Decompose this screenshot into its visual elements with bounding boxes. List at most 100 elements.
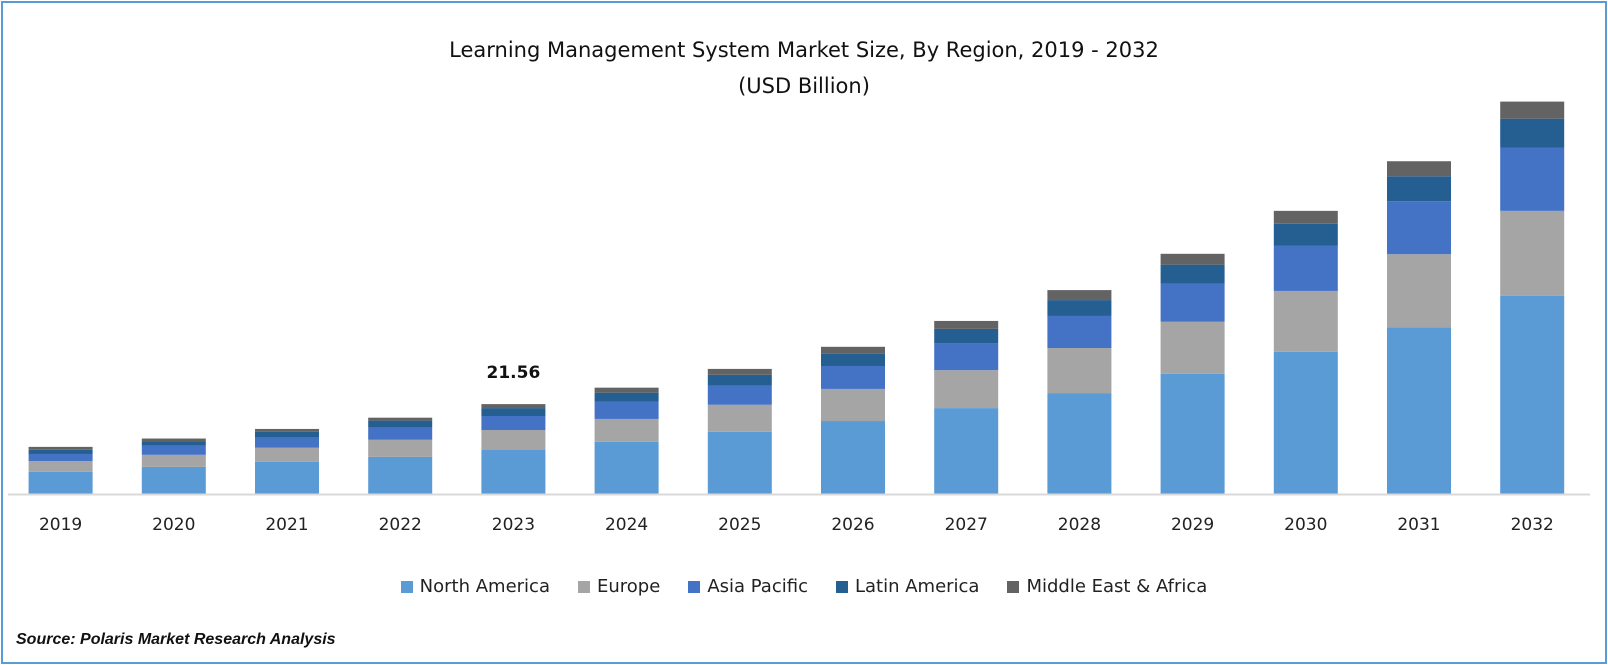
bar-middle-east-africa-2027: [934, 320, 999, 329]
bar-europe-2030: [1273, 290, 1338, 352]
bar-asia-pacific-2031: [1387, 201, 1451, 255]
legend-label: Middle East & Africa: [1026, 576, 1208, 597]
bar-middle-east-africa-2025: [707, 368, 772, 375]
bar-north-america-2029: [1160, 373, 1225, 494]
bar-europe-2022: [368, 439, 433, 457]
bar-asia-pacific-2026: [821, 365, 885, 389]
x-tick-label: 2020: [152, 515, 195, 535]
bar-europe-2020: [141, 454, 206, 467]
bar-north-america-2022: [368, 456, 433, 494]
x-tick-label: 2024: [605, 515, 648, 535]
bar-europe-2028: [1047, 348, 1112, 394]
bar-middle-east-africa-2028: [1047, 290, 1112, 301]
bar-north-america-2024: [594, 441, 659, 494]
bar-asia-pacific-2020: [141, 445, 206, 455]
x-tick-label: 2030: [1284, 515, 1327, 535]
legend-swatch: [400, 580, 413, 593]
bar-middle-east-africa-2020: [141, 438, 206, 442]
legend: North America Europe Asia Pacific Latin Ame…: [0, 576, 1608, 597]
bar-north-america-2020: [141, 466, 206, 494]
bar-latin-america-2027: [934, 328, 999, 344]
bar-asia-pacific-2024: [594, 401, 659, 419]
bar-north-america-2025: [707, 431, 772, 494]
bar-latin-america-2026: [821, 353, 885, 366]
legend-item: Asia Pacific: [688, 576, 808, 597]
bar-europe-2032: [1500, 210, 1565, 296]
legend-swatch: [688, 580, 701, 593]
bar-latin-america-2025: [707, 374, 772, 386]
bar-latin-america-2028: [1047, 300, 1112, 316]
x-tick-label: 2026: [831, 515, 874, 535]
bar-asia-pacific-2022: [368, 427, 433, 440]
bar-asia-pacific-2027: [934, 343, 999, 371]
legend-label: Asia Pacific: [707, 576, 808, 597]
x-tick-label: 2027: [945, 515, 988, 535]
stacked-bar-chart: 2019 2020 2021 2022 2023 21.56 2024 2025 2026 202…: [8, 101, 1590, 535]
bar-middle-east-africa-2021: [255, 428, 319, 432]
x-tick-label: 2028: [1058, 515, 1101, 535]
bar-north-america-2032: [1500, 295, 1565, 494]
x-tick-label: 2032: [1511, 515, 1554, 535]
x-tick-label: 2031: [1397, 515, 1440, 535]
data-label: 21.56: [487, 363, 541, 383]
bar-middle-east-africa-2024: [594, 387, 659, 393]
bar-north-america-2028: [1047, 393, 1112, 494]
bar-middle-east-africa-2029: [1160, 253, 1225, 265]
x-tick-label: 2019: [39, 515, 82, 535]
bar-north-america-2021: [255, 461, 319, 494]
bar-latin-america-2031: [1387, 176, 1451, 202]
bar-asia-pacific-2021: [255, 437, 319, 448]
bar-asia-pacific-2030: [1273, 245, 1338, 291]
bar-asia-pacific-2023: [481, 416, 546, 430]
bar-latin-america-2021: [255, 431, 319, 438]
bar-europe-2027: [934, 370, 999, 409]
bar-latin-america-2020: [141, 441, 206, 446]
x-tick-label: 2021: [265, 515, 308, 535]
legend-swatch: [578, 580, 590, 593]
x-tick-label: 2029: [1171, 515, 1214, 535]
bar-asia-pacific-2019: [28, 453, 93, 462]
bar-north-america-2027: [934, 408, 999, 494]
legend-item: Latin America: [835, 576, 980, 597]
bar-europe-2031: [1387, 254, 1451, 328]
bar-europe-2025: [707, 404, 772, 432]
bar-north-america-2023: [481, 450, 546, 494]
bar-latin-america-2022: [368, 420, 433, 428]
bar-europe-2021: [255, 447, 319, 462]
bar-middle-east-africa-2026: [821, 346, 885, 354]
bar-asia-pacific-2032: [1500, 147, 1565, 211]
bar-latin-america-2023: [481, 408, 546, 417]
x-tick-label: 2025: [718, 515, 761, 535]
bar-europe-2019: [28, 461, 93, 472]
bar-latin-america-2019: [28, 449, 93, 454]
chart-title: Learning Management System Market Size, …: [449, 38, 1159, 62]
chart-subtitle: (USD Billion): [738, 74, 870, 98]
bar-asia-pacific-2029: [1160, 283, 1225, 322]
legend-label: Europe: [597, 576, 661, 597]
x-tick-label: 2022: [379, 515, 422, 535]
legend-item: Europe: [578, 576, 660, 597]
legend-item: North America: [400, 576, 550, 597]
legend-label: Latin America: [854, 576, 980, 597]
legend-item: Middle East & Africa: [1007, 576, 1207, 597]
bar-asia-pacific-2025: [707, 385, 772, 405]
bar-europe-2024: [594, 418, 659, 442]
bar-north-america-2026: [821, 421, 885, 494]
bar-europe-2029: [1160, 321, 1225, 374]
bar-latin-america-2024: [594, 392, 659, 402]
bar-middle-east-africa-2031: [1387, 161, 1451, 177]
bar-europe-2026: [821, 388, 885, 422]
bar-middle-east-africa-2022: [368, 417, 433, 421]
bar-north-america-2031: [1387, 327, 1451, 494]
bar-latin-america-2029: [1160, 264, 1225, 284]
legend-swatch: [1007, 580, 1020, 593]
legend-label: North America: [419, 576, 550, 597]
bar-middle-east-africa-2030: [1273, 210, 1338, 224]
bar-asia-pacific-2028: [1047, 315, 1112, 349]
bar-middle-east-africa-2032: [1500, 101, 1565, 119]
bar-europe-2023: [481, 429, 546, 451]
bar-middle-east-africa-2023: [481, 404, 546, 409]
bar-middle-east-africa-2019: [28, 446, 93, 450]
legend-swatch: [835, 580, 848, 593]
